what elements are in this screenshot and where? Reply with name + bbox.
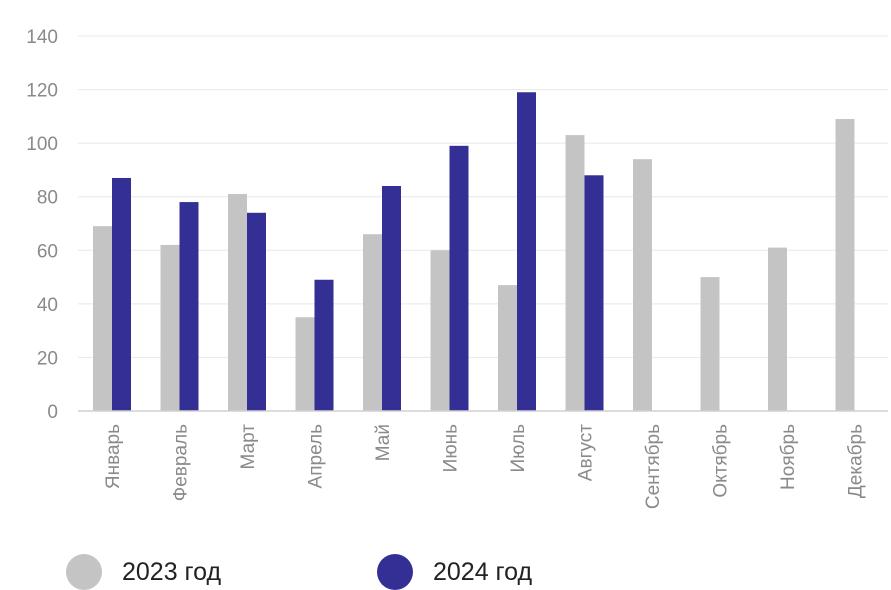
bar-2023 [228, 194, 247, 411]
bar-2024 [112, 177, 131, 411]
y-tick-label: 100 [26, 134, 58, 155]
legend: 2023 год 2024 год [0, 548, 891, 590]
bar-2024 [382, 186, 401, 411]
legend-swatch-2023 [66, 554, 102, 590]
bar-2023 [430, 250, 450, 411]
bar-2023 [93, 226, 112, 411]
bar-2024 [449, 145, 469, 412]
bar-2023 [565, 135, 585, 411]
bar-2023 [835, 119, 855, 412]
bar-2024 [584, 175, 604, 411]
gridlines [78, 35, 888, 358]
bar-2023 [160, 244, 180, 411]
x-tick-label: Декабрь [846, 424, 867, 498]
x-tick-label: Апрель [306, 424, 327, 489]
bar-2024 [247, 212, 266, 411]
legend-swatch-2024 [377, 554, 413, 590]
bar-2023 [363, 234, 382, 411]
x-tick-label: Февраль [171, 424, 192, 501]
bars [93, 92, 855, 412]
legend-item-2023: 2023 год [66, 548, 222, 590]
bar-2024 [517, 92, 536, 411]
bar-2023 [498, 285, 517, 411]
x-tick-label: Июль [508, 424, 529, 473]
bar-2023 [633, 159, 652, 411]
x-tick-label: Март [238, 424, 259, 470]
y-tick-label: 120 [26, 81, 58, 102]
bar-2024 [314, 279, 334, 411]
bar-2023 [768, 247, 787, 411]
bar-2023 [700, 277, 720, 411]
x-tick-label: Ноябрь [778, 424, 799, 490]
y-tick-label: 60 [37, 241, 58, 262]
x-axis-labels: Январь Февраль Март Апрель Май Июнь Июль Август… [103, 424, 867, 509]
x-tick-label: Июнь [441, 424, 462, 472]
y-tick-label: 20 [37, 348, 58, 369]
x-tick-label: Сентябрь [643, 424, 664, 509]
x-tick-label: Январь [103, 424, 124, 489]
y-tick-label: 0 [47, 402, 58, 423]
bar-2023 [295, 317, 315, 411]
y-axis-ticks: 0 20 40 60 80 100 120 140 [26, 27, 58, 423]
x-tick-label: Август [576, 424, 597, 481]
legend-label-2023: 2023 год [122, 558, 222, 586]
x-tick-label: Октябрь [711, 424, 732, 498]
x-tick-label: Май [373, 424, 394, 461]
y-tick-label: 80 [37, 188, 58, 209]
bar-2024 [179, 202, 199, 411]
y-tick-label: 140 [26, 27, 58, 48]
legend-item-2024: 2024 год [377, 548, 533, 590]
y-tick-label: 40 [37, 295, 58, 316]
legend-label-2024: 2024 год [433, 558, 533, 586]
